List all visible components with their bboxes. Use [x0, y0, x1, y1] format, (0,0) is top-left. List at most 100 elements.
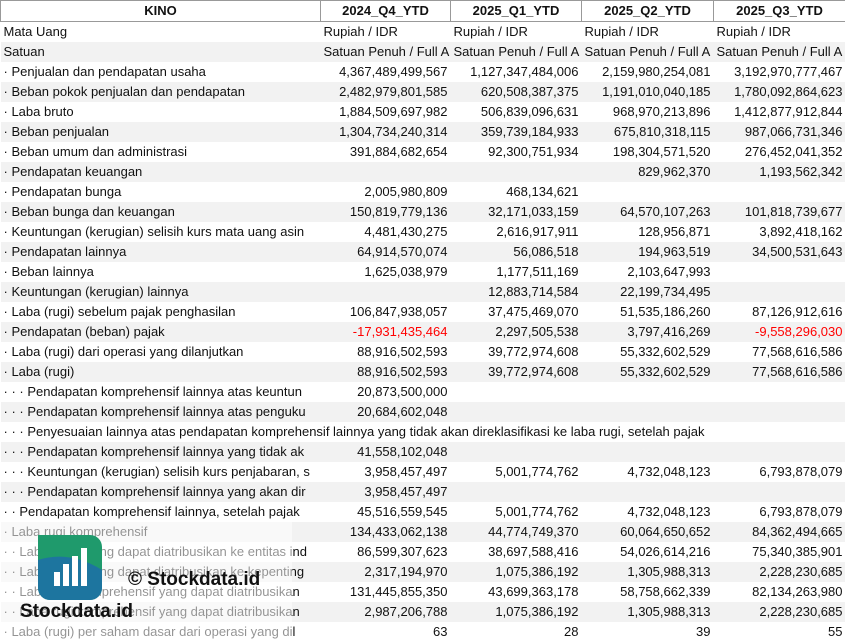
row-label: · Pendapatan (beban) pajak: [1, 322, 321, 342]
cell: 4,367,489,499,567: [321, 62, 451, 82]
row-label: · Keuntungan (kerugian) lainnya: [1, 282, 321, 302]
cell: 2,159,980,254,081: [582, 62, 714, 82]
table-row: · · · Pendapatan komprehensif lainnya at…: [1, 402, 845, 422]
cell: [582, 382, 714, 402]
row-label: · · · Keuntungan (kerugian) selisih kurs…: [1, 462, 321, 482]
cell: [714, 382, 845, 402]
cell: 506,839,096,631: [451, 102, 582, 122]
cell: 128,956,871: [582, 222, 714, 242]
cell: 2,616,917,911: [451, 222, 582, 242]
cell: 1,127,347,484,006: [451, 62, 582, 82]
table-row: · Laba (rugi) dari operasi yang dilanjut…: [1, 342, 845, 362]
cell: 39,772,974,608: [451, 362, 582, 382]
cell: 1,304,734,240,314: [321, 122, 451, 142]
cell: 55: [714, 622, 845, 642]
cell: Satuan Penuh / Full A: [321, 42, 451, 62]
cell: 84,362,494,665: [714, 522, 845, 542]
cell: 620,508,387,375: [451, 82, 582, 102]
cell: 20,684,602,048: [321, 402, 451, 422]
cell: 131,445,855,350: [321, 582, 451, 602]
row-label: · Laba (rugi) sebelum pajak penghasilan: [1, 302, 321, 322]
cell: 39,772,974,608: [451, 342, 582, 362]
cell: [582, 182, 714, 202]
cell: -17,931,435,464: [321, 322, 451, 342]
cell: 87,126,912,616: [714, 302, 845, 322]
cell: 86,599,307,623: [321, 542, 451, 562]
table-row: · · Laba rugi komprehensif yang dapat di…: [1, 582, 845, 602]
row-label: · Pendapatan lainnya: [1, 242, 321, 262]
table-row: · · · Keuntungan (kerugian) selisih kurs…: [1, 462, 845, 482]
cell: Rupiah / IDR: [582, 22, 714, 43]
cell: Rupiah / IDR: [321, 22, 451, 43]
cell: [714, 402, 845, 422]
cell: 1,305,988,313: [582, 562, 714, 582]
cell: 2,103,647,993: [582, 262, 714, 282]
cell: 54,026,614,216: [582, 542, 714, 562]
cell: 55,332,602,529: [582, 362, 714, 382]
cell: [714, 442, 845, 462]
column-header: 2025_Q2_YTD: [582, 1, 714, 22]
cell: [582, 402, 714, 422]
cell: 55,332,602,529: [582, 342, 714, 362]
column-header: 2024_Q4_YTD: [321, 1, 451, 22]
cell: Rupiah / IDR: [451, 22, 582, 43]
cell: 39: [582, 622, 714, 642]
table-row: · · · Pendapatan komprehensif lainnya ya…: [1, 482, 845, 502]
cell: 134,433,062,138: [321, 522, 451, 542]
row-label: · · Laba (rugi) yang dapat diatribusikan…: [1, 562, 321, 582]
cell: 34,500,531,643: [714, 242, 845, 262]
cell: 45,516,559,545: [321, 502, 451, 522]
cell: 2,317,194,970: [321, 562, 451, 582]
cell: [714, 282, 845, 302]
cell: [321, 162, 451, 182]
cell: 359,739,184,933: [451, 122, 582, 142]
cell: 1,412,877,912,844: [714, 102, 845, 122]
table-row: · Keuntungan (kerugian) selisih kurs mat…: [1, 222, 845, 242]
column-header: 2025_Q1_YTD: [451, 1, 582, 22]
cell: 64,570,107,263: [582, 202, 714, 222]
cell: [451, 402, 582, 422]
table-row: · · · Pendapatan komprehensif lainnya ya…: [1, 442, 845, 462]
cell: 5,001,774,762: [451, 502, 582, 522]
row-label: · Keuntungan (kerugian) selisih kurs mat…: [1, 222, 321, 242]
row-label: · · Laba (rugi) yang dapat diatribusikan…: [1, 542, 321, 562]
table-row: · · Pendapatan komprehensif lainnya, set…: [1, 502, 845, 522]
row-label: · Laba (rugi): [1, 362, 321, 382]
cell: Rupiah / IDR: [714, 22, 845, 43]
column-header: 2025_Q3_YTD: [714, 1, 845, 22]
cell: 2,005,980,809: [321, 182, 451, 202]
row-label: · · · Pendapatan komprehensif lainnya at…: [1, 402, 321, 422]
cell: 1,191,010,040,185: [582, 82, 714, 102]
cell: 2,482,979,801,585: [321, 82, 451, 102]
table-row: · · · Penyesuaian lainnya atas pendapata…: [1, 422, 845, 442]
table-row: · · Laba (rugi) yang dapat diatribusikan…: [1, 542, 845, 562]
row-label: · Laba (rugi) dari operasi yang dilanjut…: [1, 342, 321, 362]
cell: 1,075,386,192: [451, 562, 582, 582]
cell: 56,086,518: [451, 242, 582, 262]
cell: 3,192,970,777,467: [714, 62, 845, 82]
row-label: · · · Pendapatan komprehensif lainnya at…: [1, 382, 321, 402]
cell: 829,962,370: [582, 162, 714, 182]
cell: Satuan Penuh / Full A: [714, 42, 845, 62]
cell: 101,818,739,677: [714, 202, 845, 222]
cell: 43,699,363,178: [451, 582, 582, 602]
cell: 1,780,092,864,623: [714, 82, 845, 102]
cell: 75,340,385,901: [714, 542, 845, 562]
row-label: · Beban bunga dan keuangan: [1, 202, 321, 222]
column-header: KINO: [1, 1, 321, 22]
cell: 6,793,878,079: [714, 462, 845, 482]
cell: 675,810,318,115: [582, 122, 714, 142]
cell: 2,987,206,788: [321, 602, 451, 622]
row-label: Mata Uang: [1, 22, 321, 43]
cell: 198,304,571,520: [582, 142, 714, 162]
cell: 150,819,779,136: [321, 202, 451, 222]
cell: 5,001,774,762: [451, 462, 582, 482]
cell: 32,171,033,159: [451, 202, 582, 222]
cell: 3,958,457,497: [321, 462, 451, 482]
